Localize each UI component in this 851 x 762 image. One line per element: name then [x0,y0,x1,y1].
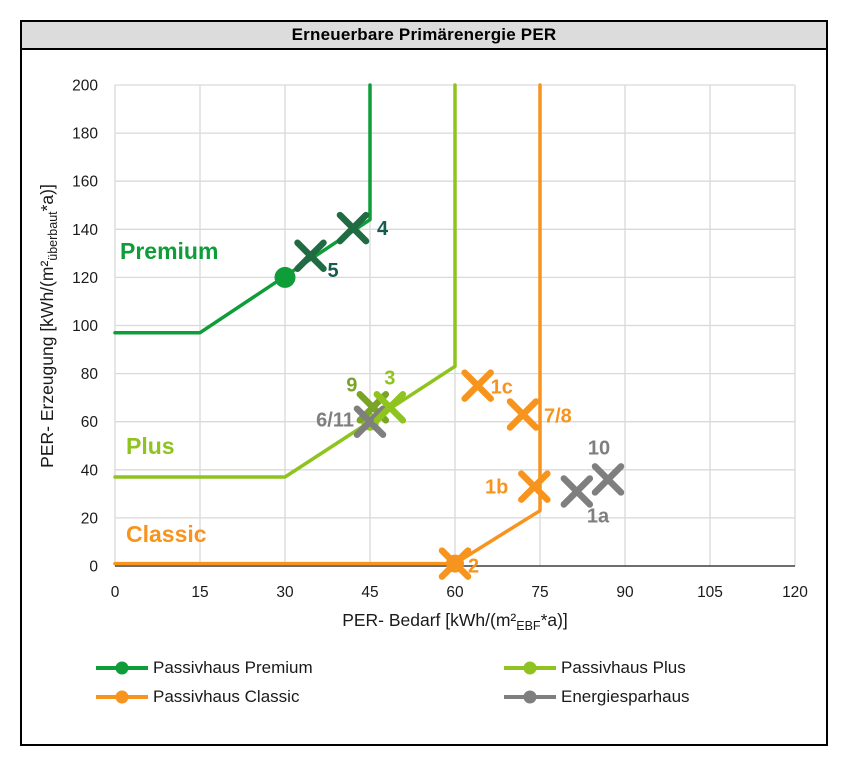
data-point-7-8 [506,398,540,431]
legend-item-passivhaus-classic: Passivhaus Classic [94,687,502,707]
y-tick-label: 40 [81,462,99,479]
x-marker-icon [294,239,327,273]
plot-area: 0 20 40 60 80 100 120 140 160 180 200 0 15 30 45 60 75 90… [22,50,826,742]
chart-title: Erneuerbare Primärenergie PER [22,22,826,50]
y-tick-label: 0 [89,559,98,576]
x-axis-title: PER- Bedarf [kWh/(m²EBF*a)] [342,610,568,633]
data-point-label-5: 5 [328,260,339,282]
data-point-label-2: 2 [468,556,479,578]
x-marker-icon [353,405,387,438]
chart-legend: Passivhaus Premium Passivhaus Plus Passi… [94,658,774,707]
data-point-2 [438,547,472,580]
legend-label: Passivhaus Classic [153,687,300,706]
data-point-1b [518,470,551,503]
data-point-label-1b: 1b [485,477,508,499]
legend-item-passivhaus-plus: Passivhaus Plus [502,658,774,678]
y-tick-label: 200 [72,78,98,95]
boundary-line-passivhaus-premium [113,83,372,335]
y-tick-label: 120 [72,270,98,287]
data-point-10 [591,463,625,496]
data-point-label-7-8: 7/8 [544,405,572,427]
data-point-label-3: 3 [384,367,395,389]
x-tick-label: 45 [361,584,378,601]
data-point-label-4: 4 [377,218,389,240]
x-tick-label: 0 [111,584,120,601]
line-dot-icon [504,661,556,675]
legend-item-passivhaus-premium: Passivhaus Premium [94,658,502,678]
chart-window: Erneuerbare Primärenergie PER 0 20 40 60 80 1… [20,20,828,746]
x-tick-label: 90 [616,584,634,601]
y-tick-label: 180 [72,126,98,143]
data-point-3 [373,391,407,424]
x-marker-icon [506,398,540,431]
y-axis-title: PER- Erzeugung [kWh/(m²überbaut*a)] [37,184,60,468]
data-point-label-6-11: 6/11 [316,410,354,432]
data-point-6-11 [353,405,387,438]
line-dot-marker-passivhaus-premium [274,266,296,288]
x-marker-icon [591,463,625,496]
region-label-premium: Premium [120,238,218,264]
legend-item-energiesparhaus: Energiesparhaus [502,687,774,707]
y-tick-label: 100 [72,318,98,335]
y-tick-label: 140 [72,222,98,239]
line-dot-icon [504,690,556,704]
data-point-label-10: 10 [588,437,610,459]
region-label-classic: Classic [126,521,207,547]
x-tick-label: 60 [446,584,464,601]
y-tick-label: 160 [72,174,98,191]
data-point-1c [461,369,494,402]
y-tick-label: 60 [81,414,99,431]
x-tick-label: 30 [276,584,294,601]
x-marker-icon [560,475,594,508]
y-tick-label: 20 [81,510,99,527]
legend-label: Energiesparhaus [561,687,690,706]
data-point-label-9: 9 [346,374,357,396]
x-marker-icon [461,369,494,402]
data-point-1a [560,475,594,508]
x-marker-icon [518,470,551,503]
line-dot-icon [96,661,148,675]
x-tick-label: 75 [531,584,548,601]
data-point-label-1c: 1c [491,377,513,399]
x-marker-icon [336,211,370,245]
line-dot-icon [96,690,148,704]
data-point-5 [294,239,327,273]
legend-label: Passivhaus Plus [561,658,686,677]
x-tick-label: 120 [782,584,808,601]
data-point-label-1a: 1a [587,505,610,527]
x-tick-label: 105 [697,584,723,601]
x-marker-icon [373,391,407,424]
x-tick-label: 15 [191,584,208,601]
region-label-plus: Plus [126,433,175,459]
x-marker-icon [438,547,472,580]
y-tick-label: 80 [81,366,99,383]
legend-label: Passivhaus Premium [153,658,313,677]
data-point-4 [336,211,370,245]
boundary-line-passivhaus-classic [113,83,542,566]
